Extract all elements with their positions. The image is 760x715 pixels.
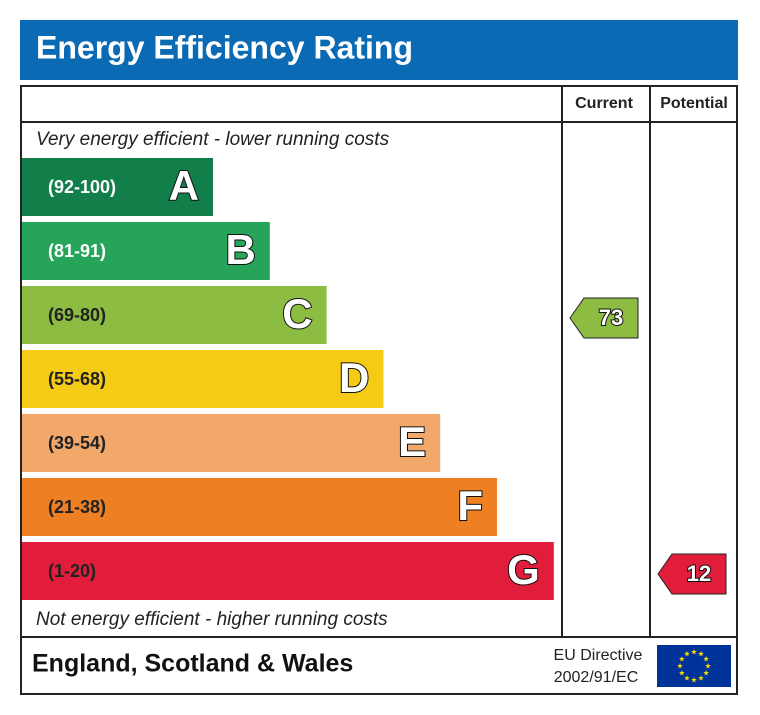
star — [679, 670, 685, 676]
band — [22, 286, 327, 344]
star — [703, 656, 709, 662]
star — [691, 677, 697, 683]
star — [703, 670, 709, 676]
star — [698, 675, 704, 681]
band-range: (1-20) — [48, 561, 96, 581]
band-range: (39-54) — [48, 433, 106, 453]
band-letter: C — [282, 290, 312, 337]
star — [698, 650, 704, 657]
star — [684, 650, 690, 657]
band — [22, 158, 213, 216]
flag-stars — [677, 649, 711, 683]
rating-value: 73 — [599, 305, 623, 330]
band-range: (92-100) — [48, 177, 116, 197]
star — [677, 663, 683, 669]
band-letter: D — [339, 354, 369, 401]
column-header: Potential — [660, 95, 728, 112]
band — [22, 222, 270, 280]
region: England, Scotland & Wales — [32, 650, 353, 678]
band — [22, 542, 554, 600]
bottom-note: Not energy efficient - higher running co… — [36, 609, 388, 630]
directive: EU Directive — [554, 647, 643, 664]
band-letter: A — [169, 162, 199, 209]
band — [22, 478, 497, 536]
rating-arrow — [569, 297, 639, 339]
directive: 2002/91/EC — [554, 669, 639, 686]
band-letter: B — [225, 226, 255, 273]
star — [684, 675, 690, 681]
star — [705, 663, 711, 669]
frame — [20, 85, 738, 695]
band-range: (21-38) — [48, 497, 106, 517]
band-range: (81-91) — [48, 241, 106, 261]
band-letter: G — [507, 546, 540, 593]
band — [22, 414, 441, 472]
band-range: (55-68) — [48, 369, 106, 389]
top-note: Very energy efficient - lower running co… — [36, 129, 390, 150]
rating-value: 12 — [687, 561, 711, 586]
title: Energy Efficiency Rating — [36, 29, 413, 65]
band — [22, 350, 384, 408]
band-letter: F — [457, 482, 483, 529]
star — [679, 656, 685, 662]
title-bar — [20, 20, 738, 80]
rating-arrow — [657, 553, 727, 595]
band-letter: E — [398, 418, 426, 465]
column-header: Current — [575, 95, 633, 112]
eu-flag — [657, 645, 731, 687]
band-range: (69-80) — [48, 305, 106, 325]
star — [691, 649, 697, 655]
